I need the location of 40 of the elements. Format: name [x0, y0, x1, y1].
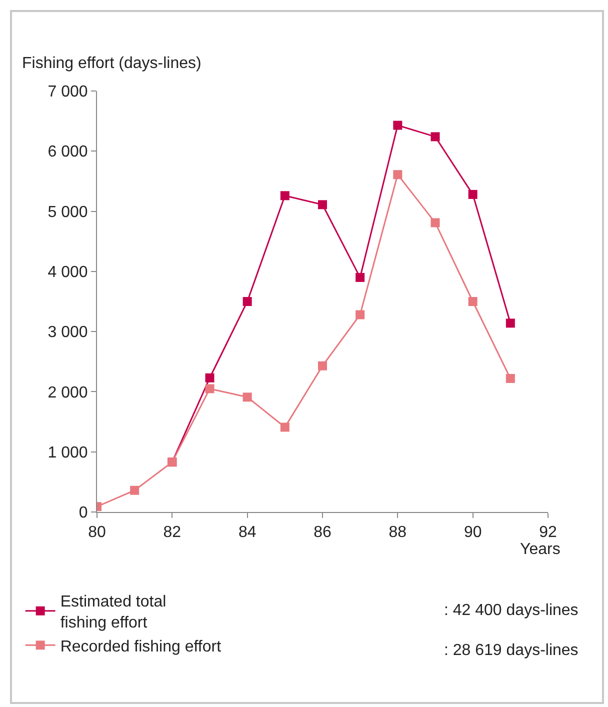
point	[430, 218, 440, 228]
y-tick-label: 1 000	[48, 444, 88, 462]
point	[130, 486, 140, 495]
y-tick-label: 4 000	[48, 264, 88, 282]
x-axis-title: Years	[520, 541, 560, 558]
point	[506, 374, 515, 383]
x-tick-label: 88	[388, 524, 407, 542]
point	[393, 170, 402, 180]
y-tick-label: 3 000	[48, 324, 88, 342]
x-tick-label: 82	[163, 524, 182, 542]
point	[318, 361, 327, 370]
y-tick-label: 6 000	[48, 144, 88, 161]
y-tick-label: 0	[78, 504, 88, 522]
point	[280, 422, 290, 432]
y-axis-title: Fishing effort (days-lines)	[22, 55, 202, 72]
legend-label: Recorded fishing effort	[60, 638, 222, 656]
text: : 42 400 days-lines	[444, 602, 578, 619]
x-tick-label: 86	[314, 524, 332, 542]
point	[356, 272, 365, 282]
point	[318, 200, 327, 210]
point	[242, 297, 252, 306]
point	[280, 191, 290, 200]
point	[242, 392, 252, 402]
point	[430, 132, 440, 142]
point	[468, 297, 478, 306]
point	[468, 190, 478, 199]
y-tick-label: 2 000	[48, 384, 88, 402]
legend-label: Estimated total fishing effort	[60, 594, 166, 632]
x-tick-label: 80	[88, 524, 106, 542]
point	[506, 318, 515, 328]
point	[356, 310, 365, 320]
x-tick-label: 90	[464, 524, 482, 542]
point	[393, 120, 402, 130]
point	[205, 373, 214, 382]
y-tick-label: 7 000	[48, 84, 88, 101]
x-tick-label: 84	[238, 524, 256, 542]
point	[205, 384, 214, 394]
y-tick-label: 5 000	[48, 204, 88, 221]
x-tick-label: 92	[539, 524, 557, 542]
text: : 28 619 days-lines	[444, 642, 578, 659]
